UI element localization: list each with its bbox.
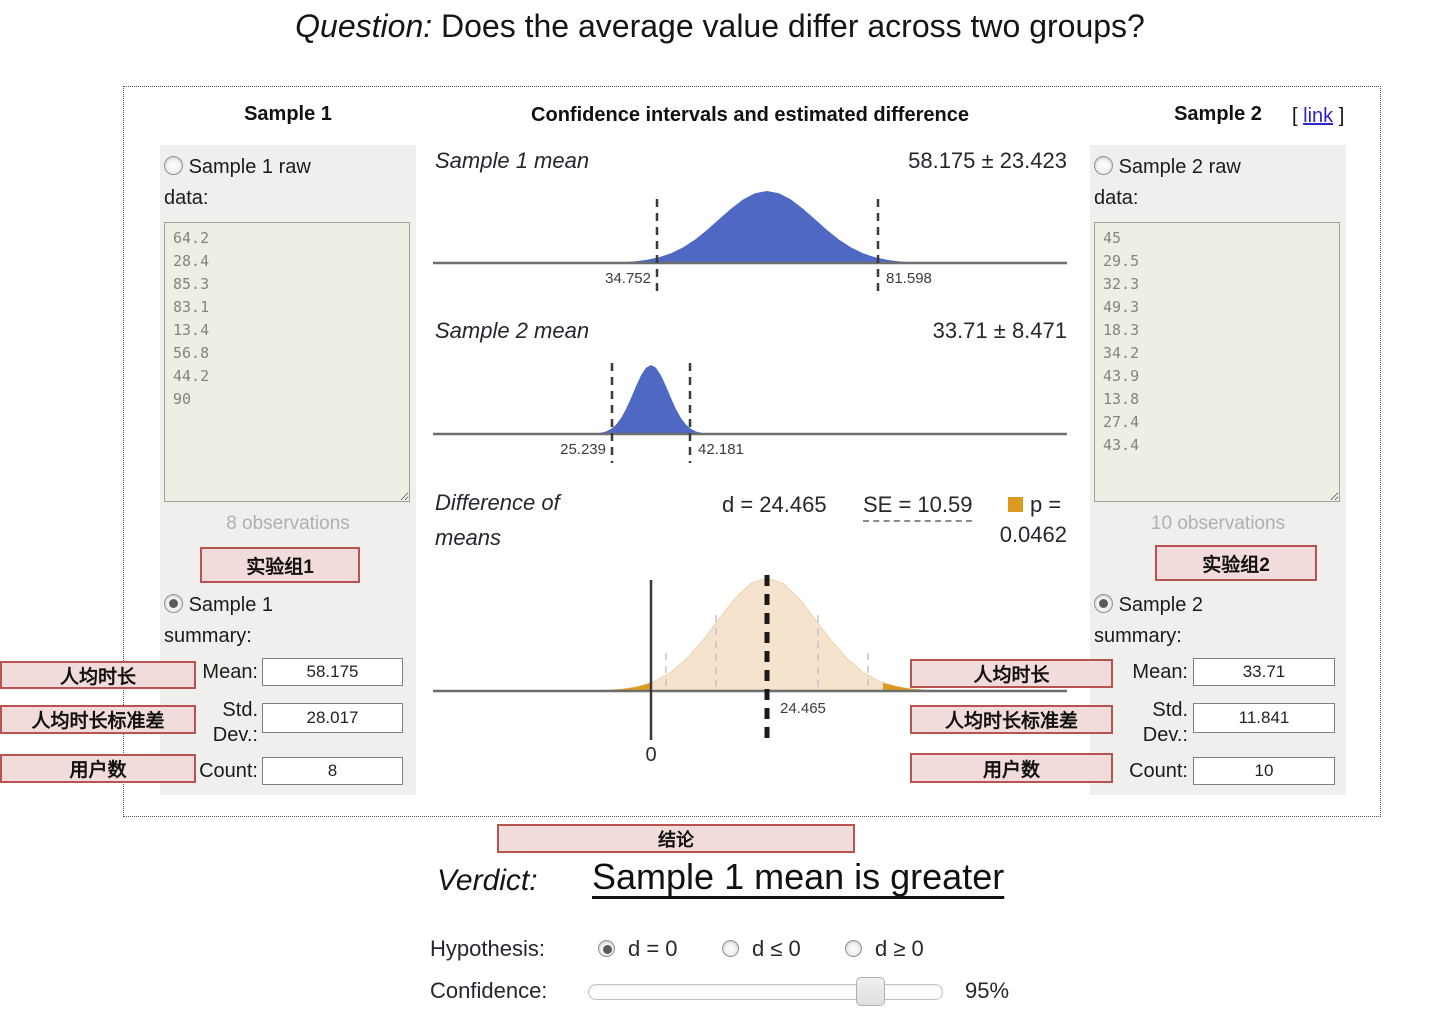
sample1-observations: 8 observations bbox=[226, 513, 350, 534]
hypothesis-option-d-eq-0[interactable]: d = 0 bbox=[628, 936, 678, 961]
overlay-right-avg-duration-std[interactable]: 人均时长标准差 bbox=[910, 705, 1113, 734]
plot2-label: Sample 2 mean bbox=[435, 318, 590, 343]
plot2-ci-high-label: 42.181 bbox=[698, 441, 744, 458]
plot1-estimate: 58.175 ± 23.423 bbox=[908, 148, 1067, 173]
difference-right-tail bbox=[883, 682, 981, 691]
diff-p-label: p = bbox=[1030, 492, 1062, 517]
plot2-estimate: 33.71 ± 8.471 bbox=[932, 318, 1067, 343]
main-container-border bbox=[123, 86, 1381, 817]
sample1-mean-label: Mean: bbox=[202, 661, 258, 683]
sample1-raw-radio[interactable] bbox=[164, 156, 183, 175]
sample2-observations: 10 observations bbox=[1150, 513, 1286, 534]
hypothesis-radio-d-ge-0[interactable] bbox=[845, 940, 862, 957]
group1-button[interactable]: 实验组1 bbox=[200, 547, 360, 583]
plot2-ci-low-label: 25.239 bbox=[560, 441, 606, 458]
diff-d-value: d = 24.465 bbox=[722, 492, 827, 517]
confidence-slider-track[interactable] bbox=[588, 984, 943, 1000]
title-question-prefix: Question: bbox=[295, 8, 433, 44]
overlay-left-avg-duration-std[interactable]: 人均时长标准差 bbox=[0, 705, 196, 734]
plot1-ci-high-label: 81.598 bbox=[886, 270, 932, 287]
sample1-header: Sample 1 bbox=[244, 103, 332, 125]
plot1-label: Sample 1 mean bbox=[435, 148, 590, 173]
diff-label: Difference of means bbox=[435, 490, 560, 550]
sample1-std-input[interactable] bbox=[262, 703, 403, 733]
sample1-summary-radio-row: Sample 1 summary: bbox=[164, 590, 354, 652]
sample2-count-label: Count: bbox=[1129, 760, 1188, 782]
sample1-count-input[interactable] bbox=[262, 757, 403, 785]
zero-label: 0 bbox=[645, 744, 657, 766]
d-marker-label: 24.465 bbox=[780, 700, 826, 717]
plot1-ci-low-label: 34.752 bbox=[605, 270, 651, 287]
sample1-summary-radio[interactable] bbox=[164, 594, 183, 613]
link-bracket-close: ] bbox=[1338, 105, 1345, 127]
sample1-mean-input[interactable] bbox=[262, 658, 403, 686]
sample2-summary-radio-row: Sample 2 summary: bbox=[1094, 590, 1284, 652]
page-title: Question: Does the average value differ … bbox=[0, 8, 1440, 45]
sample1-mean-curve bbox=[587, 191, 947, 263]
confidence-label: Confidence: bbox=[430, 978, 548, 1003]
verdict-text: Sample 1 mean is greater bbox=[592, 856, 1005, 897]
difference-left-tail bbox=[553, 682, 651, 691]
sample2-summary-label: Sample 2 summary: bbox=[1094, 594, 1204, 647]
confidence-slider-thumb[interactable] bbox=[856, 977, 885, 1006]
sample1-raw-label: Sample 1 raw data: bbox=[164, 156, 311, 209]
sample1-summary-label: Sample 1 summary: bbox=[164, 594, 274, 647]
sample1-raw-textarea[interactable]: 64.2 28.4 85.3 83.1 13.4 56.8 44.2 90 bbox=[164, 222, 410, 502]
verdict-label: Verdict: bbox=[437, 864, 538, 897]
sample2-summary-radio[interactable] bbox=[1094, 594, 1113, 613]
overlay-right-user-count[interactable]: 用户数 bbox=[910, 753, 1113, 783]
link-bracket-open: [ bbox=[1292, 105, 1298, 127]
sample2-raw-textarea[interactable]: 45 29.5 32.3 49.3 18.3 34.2 43.9 13.8 27… bbox=[1094, 222, 1340, 502]
hypothesis-label: Hypothesis: bbox=[430, 936, 545, 961]
overlay-left-avg-duration[interactable]: 人均时长 bbox=[0, 661, 196, 689]
hypothesis-option-d-ge-0[interactable]: d ≥ 0 bbox=[875, 936, 924, 961]
sample1-std-label: Std. Dev.: bbox=[212, 699, 258, 746]
sample2-mean-input[interactable] bbox=[1193, 658, 1335, 686]
sample2-count-input[interactable] bbox=[1193, 757, 1335, 785]
title-question-text: Does the average value differ across two… bbox=[441, 8, 1145, 44]
sample1-count-label: Count: bbox=[199, 760, 258, 782]
conclusion-button[interactable]: 结论 bbox=[497, 824, 855, 853]
sample2-raw-label: Sample 2 raw data: bbox=[1094, 156, 1241, 209]
overlay-right-avg-duration[interactable]: 人均时长 bbox=[910, 659, 1113, 688]
sample2-header: Sample 2 bbox=[1174, 103, 1262, 125]
diff-se-value[interactable]: SE = 10.59 bbox=[863, 492, 973, 522]
difference-plot bbox=[433, 575, 1067, 740]
overlay-left-user-count[interactable]: 用户数 bbox=[0, 754, 196, 783]
sample2-std-label: Std. Dev.: bbox=[1142, 699, 1188, 746]
sample2-mean-curve bbox=[591, 365, 711, 434]
sample1-raw-radio-row: Sample 1 raw data: bbox=[164, 152, 354, 214]
center-header: Confidence intervals and estimated diffe… bbox=[531, 104, 969, 126]
diff-p-value: 0.0462 bbox=[999, 522, 1067, 547]
sample2-raw-radio-row: Sample 2 raw data: bbox=[1094, 152, 1284, 214]
hypothesis-radio-d-le-0[interactable] bbox=[722, 940, 739, 957]
p-color-swatch bbox=[1008, 497, 1023, 512]
sample2-mean-label: Mean: bbox=[1132, 661, 1188, 683]
sample2-link-wrap: [ link ] bbox=[1292, 105, 1344, 128]
sample1-mean-plot bbox=[433, 191, 1067, 293]
group2-button[interactable]: 实验组2 bbox=[1155, 545, 1317, 581]
sample2-mean-plot bbox=[433, 363, 1067, 463]
confidence-value: 95% bbox=[965, 978, 1010, 1003]
sample2-raw-radio[interactable] bbox=[1094, 156, 1113, 175]
sample2-std-input[interactable] bbox=[1193, 703, 1335, 733]
hypothesis-option-d-le-0[interactable]: d ≤ 0 bbox=[752, 936, 801, 961]
hypothesis-radio-d-eq-0[interactable] bbox=[598, 940, 615, 957]
link-anchor[interactable]: link bbox=[1303, 105, 1334, 127]
